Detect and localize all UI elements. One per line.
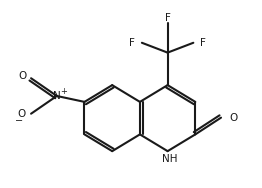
Text: O: O — [17, 109, 25, 119]
Text: NH: NH — [162, 154, 177, 164]
Text: F: F — [129, 38, 135, 48]
Text: −: − — [15, 116, 23, 126]
Text: N: N — [53, 91, 61, 101]
Text: F: F — [200, 38, 206, 48]
Text: O: O — [19, 71, 27, 81]
Text: +: + — [60, 86, 67, 96]
Text: O: O — [229, 113, 237, 123]
Text: F: F — [165, 13, 171, 23]
